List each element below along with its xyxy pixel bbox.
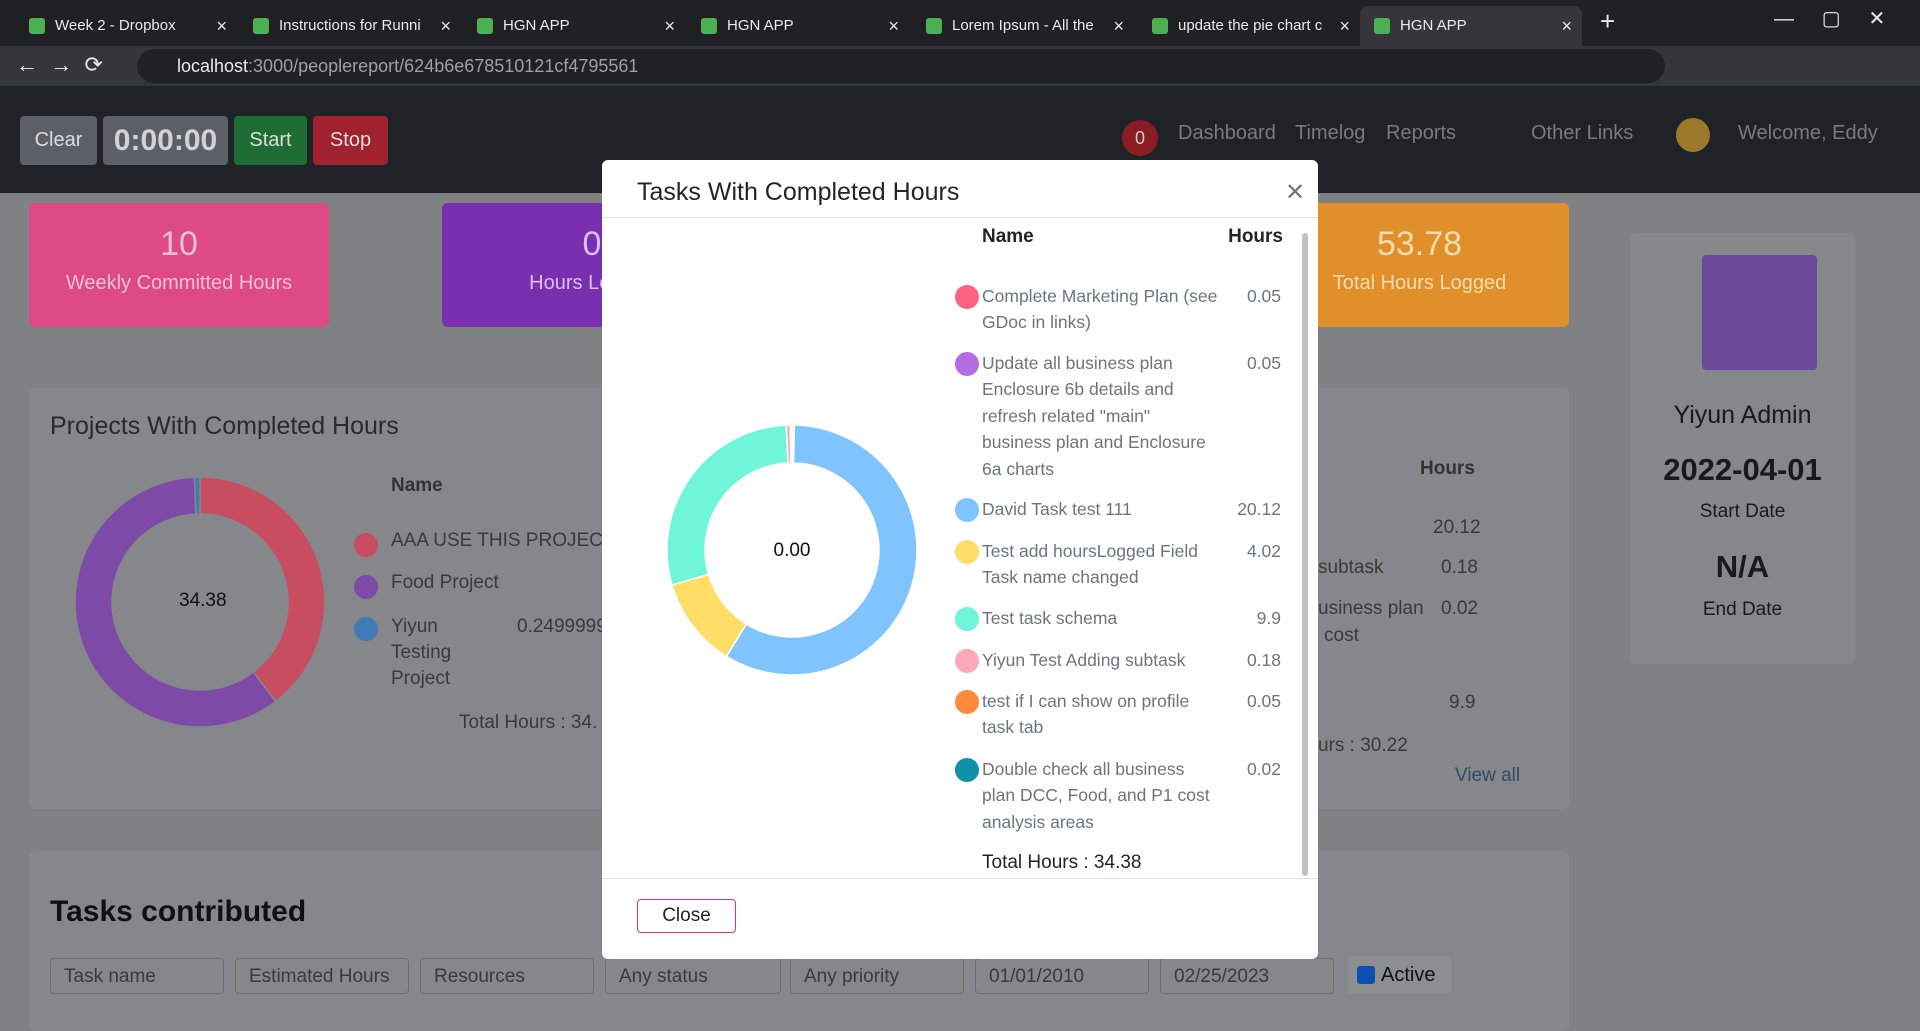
- legend-label: Yiyun Testing Project: [391, 614, 461, 692]
- legend-value: 0.18: [1247, 647, 1281, 673]
- legend-row: Yiyun Test Adding subtask 0.18: [982, 647, 1312, 673]
- filter-input[interactable]: Task name: [50, 958, 224, 994]
- legend-value: 4.02: [1247, 538, 1281, 564]
- task-hours: 0.18: [1441, 557, 1478, 579]
- section-title: Tasks contributed: [50, 895, 306, 929]
- divider: [602, 878, 1318, 879]
- donut-segment[interactable]: [194, 477, 200, 514]
- legend-row: Test add hoursLogged Field Task name cha…: [982, 538, 1312, 591]
- legend-label: Test add hoursLogged Field Task name cha…: [982, 538, 1218, 591]
- filter-input[interactable]: Estimated Hours: [235, 958, 409, 994]
- legend-value: 9.9: [1257, 605, 1281, 631]
- donut-center: 34.38: [179, 590, 223, 612]
- legend-value: 0.05: [1247, 283, 1281, 309]
- legend-value: 20.12: [1237, 496, 1281, 522]
- task-hours: 9.9: [1449, 692, 1475, 714]
- legend-label: David Task test 111: [982, 496, 1218, 522]
- legend-row: Complete Marketing Plan (see GDoc in lin…: [982, 283, 1312, 336]
- view-all[interactable]: View all: [1455, 765, 1520, 787]
- legend-row: Test task schema 9.9: [982, 605, 1312, 631]
- legend-dot: [955, 498, 979, 522]
- legend-label: AAA USE THIS PROJECT: [391, 530, 614, 552]
- legend-dot: [955, 649, 979, 673]
- modal: Tasks With Completed Hours ✕ Name Hours …: [602, 160, 1318, 959]
- task-name: cost: [1324, 625, 1359, 647]
- total-hours: Total Hours : 34.38: [982, 852, 1141, 874]
- legend-dot: [955, 540, 979, 564]
- legend-row: David Task test 111 20.12: [982, 496, 1312, 522]
- filter-input[interactable]: 02/25/2023: [1160, 958, 1334, 994]
- active-label: Active: [1381, 964, 1435, 986]
- column-header: Name: [391, 475, 443, 497]
- task-name: usiness plan: [1318, 598, 1424, 620]
- filter-input[interactable]: Resources: [420, 958, 594, 994]
- legend-dot: [354, 533, 378, 557]
- task-total: urs : 30.22: [1318, 735, 1408, 757]
- total-hours: Total Hours : 34.: [459, 712, 597, 734]
- legend-dot: [955, 758, 979, 782]
- legend-label: Double check all business plan DCC, Food…: [982, 756, 1218, 835]
- legend-value: 0.02: [1247, 756, 1281, 782]
- legend-dot: [955, 285, 979, 309]
- legend-label: Food Project: [391, 572, 499, 594]
- task-name: subtask: [1318, 557, 1383, 579]
- active-toggle[interactable]: Active: [1347, 956, 1451, 994]
- legend-value: 0.05: [1247, 350, 1281, 376]
- legend-label: Yiyun Test Adding subtask: [982, 647, 1218, 673]
- legend-dot: [354, 617, 378, 641]
- legend-row: Update all business plan Enclosure 6b de…: [982, 350, 1312, 482]
- donut-center: 0.00: [752, 540, 832, 562]
- legend-row: test if I can show on profile task tab 0.…: [982, 688, 1312, 741]
- filter-input[interactable]: 01/01/2010: [975, 958, 1149, 994]
- close-button[interactable]: Close: [637, 899, 736, 933]
- legend-dot: [955, 607, 979, 631]
- legend-label: Test task schema: [982, 605, 1218, 631]
- task-hours: 0.02: [1441, 598, 1478, 620]
- filter-input[interactable]: Any priority: [790, 958, 964, 994]
- filter-input[interactable]: Any status: [605, 958, 781, 994]
- legend-dot: [955, 690, 979, 714]
- legend-dot: [955, 352, 979, 376]
- legend-label: Complete Marketing Plan (see GDoc in lin…: [982, 283, 1218, 336]
- legend-label: Update all business plan Enclosure 6b de…: [982, 350, 1218, 482]
- legend-label: test if I can show on profile task tab: [982, 688, 1218, 741]
- legend-row: Double check all business plan DCC, Food…: [982, 756, 1312, 835]
- column-header: Hours: [1420, 458, 1475, 480]
- legend-value: 0.05: [1247, 688, 1281, 714]
- scrollbar[interactable]: [1302, 233, 1308, 876]
- task-hours: 20.12: [1433, 517, 1481, 539]
- legend-dot: [354, 575, 378, 599]
